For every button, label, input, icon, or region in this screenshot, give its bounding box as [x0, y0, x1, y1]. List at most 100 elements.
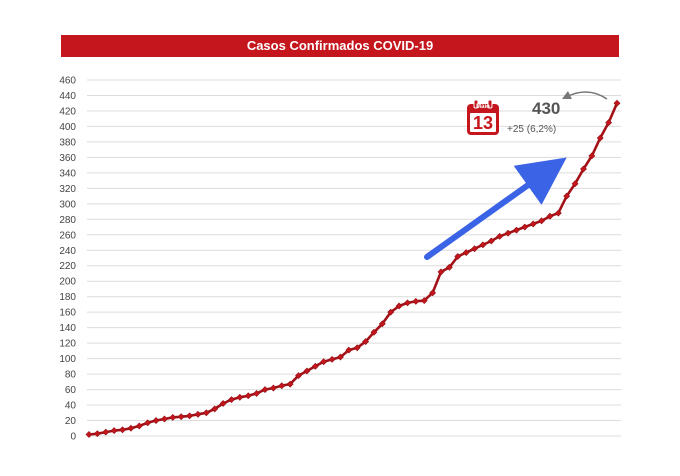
data-point	[102, 428, 110, 436]
data-points	[85, 99, 621, 438]
data-point	[127, 424, 135, 432]
grid	[87, 79, 621, 437]
data-point	[487, 237, 495, 245]
data-point	[202, 409, 210, 417]
y-tick-label: 280	[59, 215, 76, 226]
data-point	[554, 209, 562, 217]
series-line	[88, 102, 619, 436]
data-point	[244, 392, 252, 400]
data-point	[420, 297, 428, 304]
total-cases-label: 430	[532, 99, 561, 118]
y-tick-label: 40	[65, 401, 77, 412]
data-point	[194, 410, 202, 418]
y-tick-label: 400	[59, 122, 76, 133]
data-point	[110, 427, 118, 435]
calendar-icon: Maio 13	[466, 99, 500, 136]
data-point	[521, 223, 529, 231]
y-tick-label: 220	[59, 261, 76, 272]
data-point	[228, 396, 235, 404]
data-point	[337, 353, 344, 361]
data-point	[362, 338, 369, 346]
y-tick-label: 120	[59, 339, 76, 350]
data-point	[253, 390, 261, 397]
y-tick-label: 420	[59, 106, 76, 117]
data-point	[378, 320, 386, 328]
data-point	[370, 328, 378, 336]
data-point	[303, 367, 311, 375]
y-axis: 0 20 40 60 80 100 120 140 160 180 200 220 240 260 280 3…	[59, 76, 76, 443]
y-tick-label: 320	[59, 184, 76, 195]
data-point	[496, 232, 504, 240]
y-tick-label: 100	[59, 354, 76, 365]
data-point	[85, 431, 93, 438]
data-point	[211, 405, 219, 413]
y-tick-label: 20	[65, 416, 77, 427]
data-point	[546, 212, 554, 220]
data-point	[328, 355, 336, 363]
data-point	[412, 297, 420, 305]
data-point	[605, 119, 613, 126]
calendar-month: Maio	[476, 104, 490, 110]
y-tick-label: 60	[65, 385, 77, 396]
y-tick-label: 140	[59, 323, 76, 334]
data-point	[429, 289, 437, 297]
data-point	[387, 308, 395, 316]
data-point	[454, 253, 462, 260]
y-tick-label: 0	[70, 432, 76, 443]
data-point	[286, 380, 294, 388]
data-point	[588, 152, 596, 160]
data-point	[261, 386, 269, 393]
data-point	[119, 426, 126, 434]
curved-arrow-icon	[561, 90, 608, 100]
y-tick-label: 460	[59, 76, 76, 87]
data-point	[320, 358, 328, 366]
data-point	[471, 245, 478, 253]
data-point	[144, 419, 152, 427]
data-point	[345, 346, 353, 354]
y-tick-label: 360	[59, 153, 76, 164]
y-tick-label: 380	[59, 137, 76, 148]
y-tick-label: 80	[65, 370, 77, 381]
y-tick-label: 200	[59, 277, 76, 288]
y-tick-label: 180	[59, 292, 76, 303]
data-point	[504, 229, 512, 237]
data-point	[513, 226, 520, 234]
chart-title: Casos Confirmados COVID-19	[61, 35, 619, 57]
data-point	[236, 393, 244, 401]
calendar-day: 13	[472, 113, 494, 133]
trend-arrow-icon	[424, 157, 567, 260]
y-tick-label: 260	[59, 230, 76, 241]
data-point	[161, 415, 168, 423]
data-point	[596, 134, 604, 142]
data-point	[269, 384, 277, 392]
data-point	[186, 412, 193, 420]
data-point	[135, 422, 143, 430]
data-point	[311, 362, 319, 370]
daily-increase-label: +25 (6,2%)	[507, 124, 557, 135]
data-point	[295, 372, 302, 380]
data-point	[479, 241, 487, 249]
data-point	[445, 263, 453, 271]
data-point	[219, 400, 227, 407]
y-tick-label: 340	[59, 168, 76, 179]
y-tick-label: 300	[59, 199, 76, 210]
data-point	[529, 220, 537, 228]
data-point	[580, 165, 587, 173]
data-point	[353, 344, 361, 352]
data-point	[404, 299, 411, 307]
data-point	[437, 268, 445, 276]
data-point	[169, 414, 177, 421]
y-tick-label: 240	[59, 246, 76, 257]
y-tick-label: 160	[59, 308, 76, 319]
data-point	[93, 430, 101, 438]
data-point	[571, 180, 579, 188]
data-point	[538, 217, 545, 225]
y-tick-label: 440	[59, 91, 76, 102]
data-point	[395, 302, 403, 310]
data-point	[152, 417, 160, 424]
data-point	[462, 249, 470, 257]
data-point	[278, 382, 286, 390]
data-point	[613, 99, 621, 107]
data-point	[177, 413, 185, 421]
